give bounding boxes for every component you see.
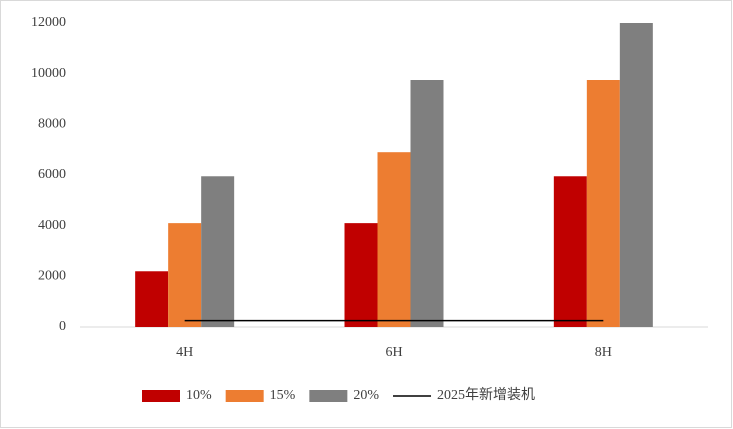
legend-label: 15% bbox=[270, 388, 296, 403]
bar bbox=[410, 80, 444, 327]
bar bbox=[586, 80, 620, 327]
legend-swatch bbox=[225, 390, 264, 402]
y-tick-label: 10000 bbox=[31, 66, 66, 81]
y-tick-label: 0 bbox=[59, 319, 66, 334]
y-tick-label: 2000 bbox=[38, 269, 66, 284]
legend-label: 10% bbox=[186, 388, 212, 403]
y-tick-label: 8000 bbox=[38, 117, 66, 132]
legend-swatch bbox=[142, 390, 180, 402]
y-tick-label: 12000 bbox=[31, 15, 66, 30]
y-tick-label: 6000 bbox=[38, 167, 66, 182]
legend-swatch bbox=[309, 390, 348, 402]
x-tick-label: 4H bbox=[176, 345, 193, 360]
bar bbox=[377, 152, 411, 327]
bar bbox=[168, 223, 202, 327]
bar bbox=[201, 176, 235, 327]
bar bbox=[553, 176, 587, 327]
x-tick-label: 8H bbox=[595, 345, 612, 360]
x-tick-label: 6H bbox=[385, 345, 402, 360]
y-tick-label: 4000 bbox=[38, 218, 66, 233]
bar bbox=[619, 23, 653, 327]
legend-label: 20% bbox=[353, 388, 379, 403]
bar bbox=[135, 271, 169, 327]
bar bbox=[344, 223, 378, 327]
legend-label: 2025年新增装机 bbox=[437, 387, 535, 403]
